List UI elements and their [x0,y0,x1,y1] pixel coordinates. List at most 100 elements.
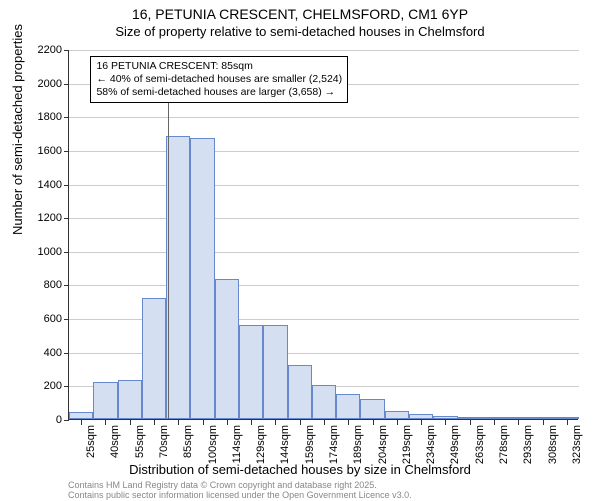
histogram-bar [433,416,457,419]
xtick-mark [203,420,204,425]
xtick-mark [154,420,155,425]
histogram-bar [69,412,93,419]
ytick-mark [64,50,69,51]
gridline [69,252,579,253]
footer-line-2: Contains public sector information licen… [68,490,412,500]
histogram-bar [239,325,263,419]
xtick-mark [397,420,398,425]
ytick-mark [64,319,69,320]
ytick-mark [64,420,69,421]
chart-title: 16, PETUNIA CRESCENT, CHELMSFORD, CM1 6Y… [0,6,600,22]
xtick-mark [373,420,374,425]
xtick-mark [543,420,544,425]
xtick-label: 234sqm [425,425,437,464]
xtick-mark [445,420,446,425]
xtick-label: 278sqm [498,425,510,464]
xtick-mark [494,420,495,425]
plot-region: 0200400600800100012001400160018002000220… [68,50,578,420]
ytick-label: 800 [22,279,62,291]
histogram-bar [118,380,142,419]
ytick-label: 1200 [22,212,62,224]
histogram-bar [215,279,239,419]
histogram-bar [458,417,482,419]
annotation-line-3: 58% of semi-detached houses are larger (… [96,86,342,99]
xtick-label: 114sqm [231,425,243,463]
ytick-mark [64,285,69,286]
ytick-label: 600 [22,313,62,325]
histogram-bar [93,382,117,419]
xtick-label: 219sqm [401,425,413,464]
annotation-line-1: 16 PETUNIA CRESCENT: 85sqm [96,60,342,73]
footer-line-1: Contains HM Land Registry data © Crown c… [68,480,412,490]
xtick-label: 204sqm [377,425,389,464]
ytick-mark [64,353,69,354]
property-marker-line [168,101,169,419]
histogram-bar [360,399,384,419]
histogram-bar [263,325,287,419]
ytick-mark [64,84,69,85]
gridline [69,285,579,286]
xtick-mark [421,420,422,425]
histogram-bar [336,394,360,419]
xtick-mark [227,420,228,425]
ytick-label: 2000 [22,78,62,90]
xtick-label: 308sqm [547,425,559,464]
xtick-label: 85sqm [182,425,194,458]
annotation-box: 16 PETUNIA CRESCENT: 85sqm← 40% of semi-… [90,56,348,103]
histogram-bar [482,417,506,419]
ytick-label: 400 [22,347,62,359]
histogram-bar [530,417,554,419]
gridline [69,151,579,152]
xtick-mark [300,420,301,425]
gridline [69,50,579,51]
ytick-label: 1800 [22,111,62,123]
xtick-label: 263sqm [474,425,486,464]
xtick-mark [275,420,276,425]
xtick-label: 100sqm [207,425,219,464]
ytick-label: 2200 [22,44,62,56]
histogram-bar [312,385,336,419]
histogram-bar [288,365,312,419]
footer-attribution: Contains HM Land Registry data © Crown c… [68,480,412,501]
xtick-label: 323sqm [571,425,583,464]
xtick-label: 144sqm [279,425,291,464]
xtick-label: 159sqm [304,425,316,464]
xtick-label: 129sqm [255,425,267,464]
xtick-mark [567,420,568,425]
xtick-mark [470,420,471,425]
ytick-label: 1000 [22,246,62,258]
ytick-mark [64,386,69,387]
chart-subtitle: Size of property relative to semi-detach… [0,24,600,39]
histogram-bar [142,298,166,419]
histogram-bar [506,417,530,419]
histogram-bar [190,138,214,419]
chart-area: 0200400600800100012001400160018002000220… [68,50,578,420]
gridline [69,218,579,219]
xtick-label: 40sqm [109,425,121,458]
xtick-label: 249sqm [449,425,461,464]
histogram-bar [555,417,579,419]
xtick-mark [105,420,106,425]
ytick-label: 1400 [22,179,62,191]
xtick-mark [518,420,519,425]
ytick-label: 0 [22,414,62,426]
xtick-label: 293sqm [522,425,534,464]
histogram-bar [385,411,409,419]
xtick-label: 25sqm [85,425,97,458]
ytick-mark [64,151,69,152]
xtick-mark [324,420,325,425]
xtick-label: 70sqm [158,425,170,458]
ytick-mark [64,117,69,118]
ytick-mark [64,185,69,186]
histogram-bar [166,136,190,419]
ytick-mark [64,218,69,219]
annotation-line-2: ← 40% of semi-detached houses are smalle… [96,73,342,86]
histogram-bar [409,414,433,419]
xtick-mark [348,420,349,425]
x-axis-label: Distribution of semi-detached houses by … [0,462,600,477]
gridline [69,185,579,186]
xtick-mark [130,420,131,425]
xtick-label: 55sqm [134,425,146,458]
ytick-label: 1600 [22,145,62,157]
xtick-label: 189sqm [352,425,364,464]
